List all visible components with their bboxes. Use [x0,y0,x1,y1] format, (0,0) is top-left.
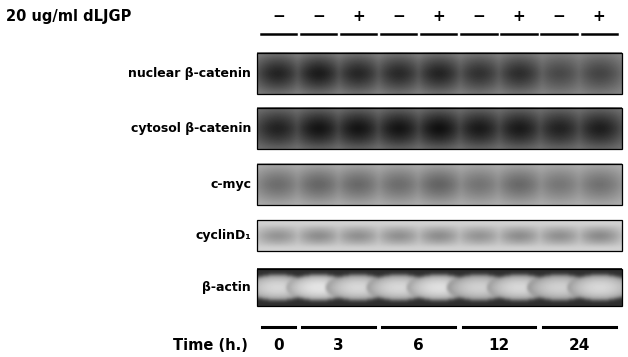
Text: 0: 0 [273,338,284,353]
Text: nuclear β-catenin: nuclear β-catenin [128,67,251,80]
Text: cytosol β-catenin: cytosol β-catenin [131,122,251,135]
Text: −: − [312,9,325,24]
Text: 12: 12 [489,338,509,353]
Text: +: + [352,9,365,24]
Text: cyclinD₁: cyclinD₁ [195,229,251,242]
Text: c-myc: c-myc [210,178,251,191]
Text: −: − [553,9,565,24]
Text: −: − [392,9,405,24]
Text: 24: 24 [568,338,590,353]
Text: +: + [593,9,605,24]
Text: Time (h.): Time (h.) [173,338,248,353]
Text: 6: 6 [413,338,424,353]
Text: +: + [512,9,526,24]
Text: +: + [433,9,445,24]
Text: −: − [272,9,285,24]
Text: β-actin: β-actin [202,281,251,294]
Text: −: − [472,9,485,24]
Text: 3: 3 [333,338,344,353]
Text: 20 ug/ml dLJGP: 20 ug/ml dLJGP [6,9,132,24]
